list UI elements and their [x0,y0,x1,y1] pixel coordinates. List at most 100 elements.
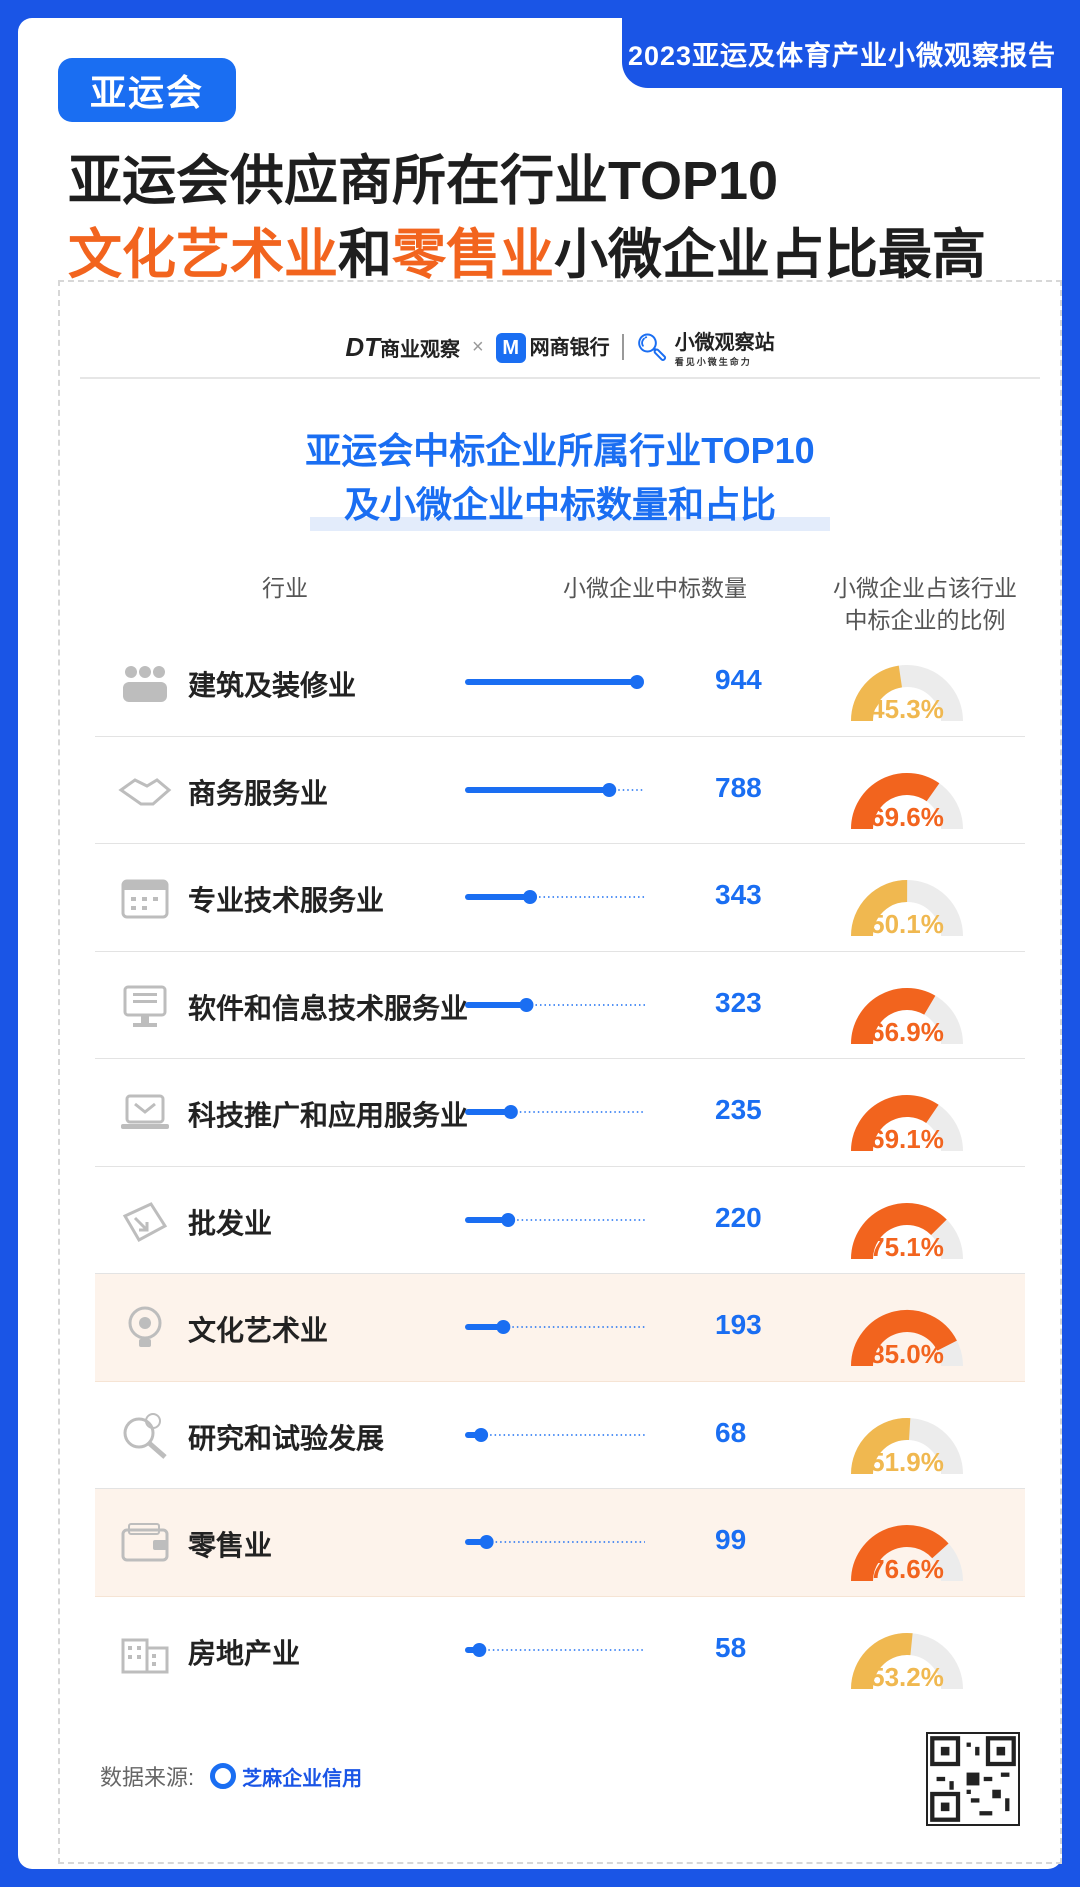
zhima-logo: 芝麻企业信用 [210,1762,362,1791]
chart-card: DT商业观察 × M 网商银行 🔍︎ 小微观察站 看见小微生命力 亚运会中标企业所属… [58,280,1062,1864]
count-bar-chart [465,1535,645,1549]
column-header-industry: 行业 [262,575,308,601]
topic-tag: 亚运会 [58,58,236,122]
share-gauge [851,987,963,1045]
computer-icon [117,981,173,1031]
category-label: 商务服务业 [188,777,329,809]
share-gauge [851,1417,963,1475]
count-dot [501,1212,516,1227]
count-label: 193 [715,1309,762,1340]
count-dot [472,1642,487,1657]
count-bar [465,786,610,793]
chart-row: 批发业 220 75.1% [95,1167,1025,1274]
gauge-value-arc [851,987,936,1045]
partner-logos: DT商业观察 × M 网商银行 🔍︎ 小微观察站 看见小微生命力 [60,322,1060,372]
data-source: 数据来源: 芝麻企业信用 [100,1760,362,1792]
count-label: 58 [715,1631,747,1663]
count-label: 235 [715,1094,762,1125]
category-label: 批发业 [188,1207,273,1239]
count-bar [465,1001,527,1008]
count-dot [496,1320,511,1334]
share-gauge [851,665,963,722]
category-label: 研究和试验发展 [188,1422,385,1454]
gauge-value-arc [851,1632,913,1690]
share-gauge [851,1632,963,1690]
mybank-icon: M [495,333,526,364]
count-bar-chart [465,1320,645,1334]
count-dot [479,1535,494,1549]
share-label: 66.9% [870,1016,944,1047]
count-label: 220 [715,1201,762,1233]
gauge-value-arc [851,1525,949,1582]
count-label: 99 [715,1524,747,1555]
count-dot [519,997,534,1012]
count-bar-chart [465,1427,645,1442]
gauge-value-arc [851,1095,939,1152]
chart-row: 零售业 99 76.6% [95,1489,1025,1597]
logo-divider-line [80,377,1040,379]
shopping-bag-icon [117,1196,173,1246]
chart-subtitle: 及小微企业中标数量和占比 [343,484,776,525]
count-bar-chart [465,1642,645,1657]
headline-rest: 小微企业占比最高 [554,225,986,285]
category-label: 文化艺术业 [188,1315,329,1346]
count-bar [465,1324,504,1330]
qr-code [926,1732,1020,1826]
workers-icon [117,658,173,708]
count-dot [503,1105,518,1119]
chart-row: 文化艺术业 193 85.0% [95,1274,1025,1382]
chart-row: 软件和信息技术服务业 323 66.9% [95,952,1025,1059]
share-gauge [851,880,963,937]
count-dot [474,1427,489,1442]
chart-row: 房地产业 58 53.2% [95,1597,1025,1704]
count-dot [602,782,617,797]
buildings-icon [117,1626,173,1676]
logo-divider [621,334,624,360]
category-label: 建筑及装修业 [188,670,357,701]
chart-rows: 建筑及装修业 944 45.3% 商务服务业 788 69.6% 专业技术服务业 343 50.… [95,629,1025,1703]
calendar-icon [117,873,173,923]
count-label: 944 [715,664,762,695]
chart-row: 科技推广和应用服务业 235 69.1% [95,1059,1025,1167]
gauge-value-arc [851,1310,957,1367]
category-label: 房地产业 [188,1637,301,1669]
count-bar [465,1109,511,1115]
title-underline [310,517,830,531]
logo-times: × [471,335,484,358]
chart-row: 商务服务业 788 69.6% [95,737,1025,844]
zhima-icon [210,1763,237,1789]
chart-row: 研究和试验发展 68 51.9% [95,1382,1025,1489]
count-bar-chart [465,890,645,904]
count-label: 343 [715,879,762,910]
category-label: 专业技术服务业 [188,885,385,916]
count-bar [465,679,637,685]
count-dot [630,675,644,689]
count-dot [523,890,538,904]
share-label: 50.1% [870,909,944,939]
gauge-value-arc [851,665,903,722]
laptop-mail-icon [117,1088,173,1138]
share-label: 69.1% [870,1124,944,1154]
count-label: 323 [715,986,762,1018]
gauge-value-arc [851,1417,911,1475]
magnifier-globe-icon [117,1411,173,1461]
chart-row: 建筑及装修业 944 45.3% [95,629,1025,737]
share-label: 76.6% [870,1554,944,1584]
count-bar-chart [465,675,645,689]
count-bar [465,894,531,900]
headline-line2: 文化艺术业和零售业小微企业占比最高 [68,210,986,289]
column-header-share: 小微企业占该行业 中标企业的比例 [833,575,1017,633]
share-gauge [851,1202,963,1260]
source-label: 数据来源: [100,1765,195,1790]
wallet-icon [117,1518,173,1568]
chart-title: 亚运会中标企业所属行业TOP10 [305,430,815,471]
gauge-value-arc [851,1202,947,1260]
count-bar [465,1216,509,1223]
handshake-icon [117,766,173,816]
count-bar-chart [465,1105,645,1119]
share-label: 75.1% [870,1231,944,1262]
share-gauge [851,772,963,830]
category-label: 软件和信息技术服务业 [188,992,469,1024]
report-frame: 2023亚运及体育产业小微观察报告 亚运会 亚运会供应商所在行业TOP10 文化… [18,18,1062,1869]
category-label: 科技推广和应用服务业 [188,1100,469,1131]
